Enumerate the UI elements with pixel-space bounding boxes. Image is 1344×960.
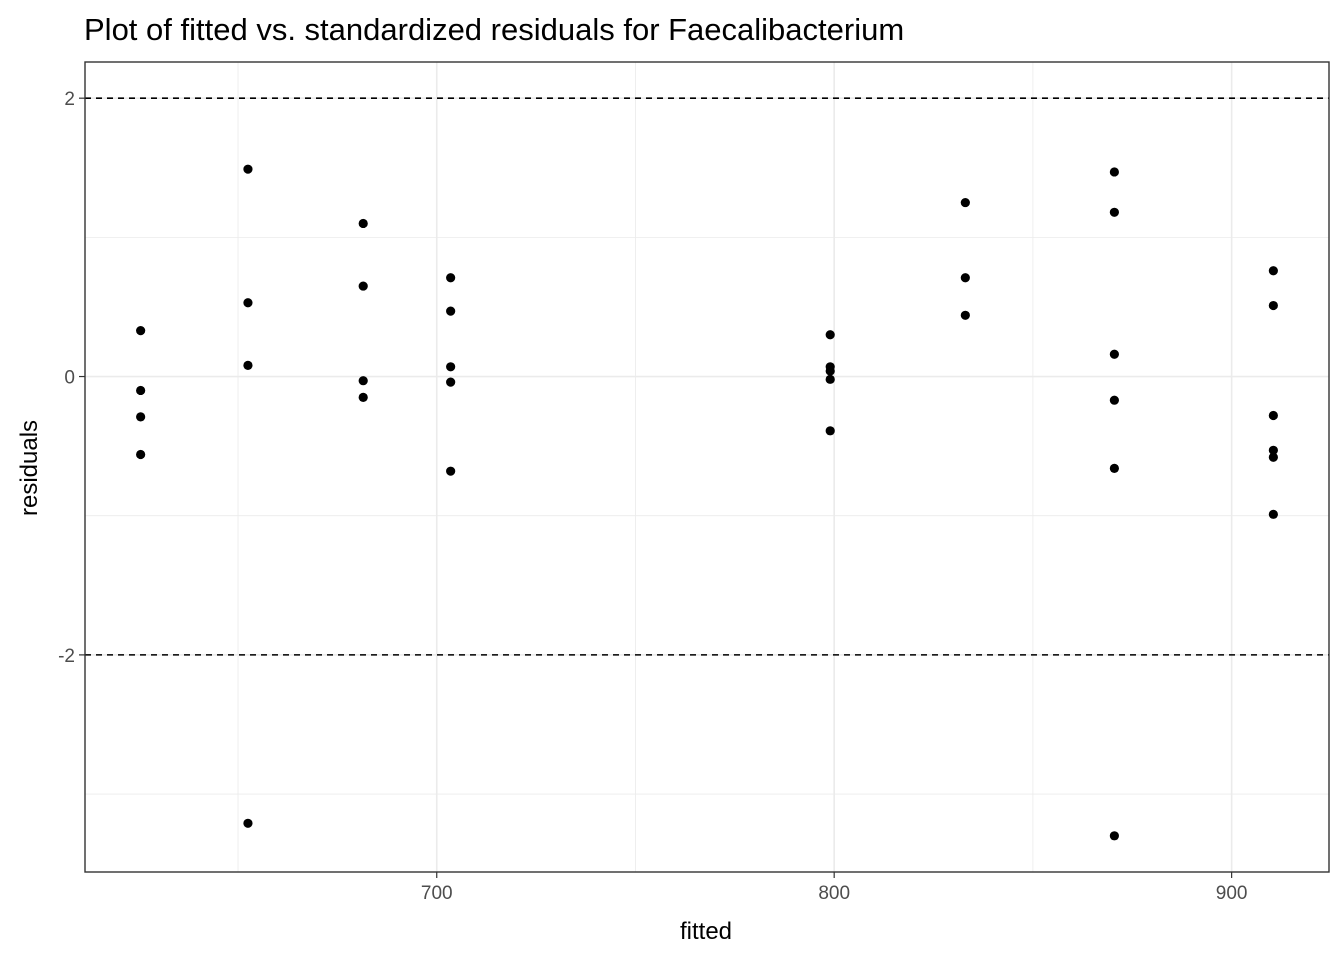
panel-border bbox=[84, 61, 1330, 873]
data-point bbox=[1109, 207, 1119, 217]
chart-title: Plot of fitted vs. standardized residual… bbox=[84, 12, 904, 47]
data-point bbox=[243, 298, 253, 308]
data-point bbox=[1268, 509, 1278, 519]
data-point bbox=[243, 360, 253, 371]
data-point bbox=[358, 376, 368, 386]
data-point bbox=[1268, 410, 1278, 421]
y-tick-label: -2 bbox=[58, 646, 75, 667]
data-point bbox=[136, 449, 146, 460]
data-point bbox=[825, 366, 835, 376]
data-point bbox=[960, 310, 970, 320]
data-point bbox=[136, 326, 146, 336]
data-point bbox=[446, 466, 456, 476]
data-point bbox=[1109, 349, 1119, 359]
data-point bbox=[825, 330, 835, 340]
data-point bbox=[1109, 167, 1119, 177]
data-point bbox=[358, 281, 368, 291]
x-tick-label: 800 bbox=[818, 883, 850, 904]
x-tick-label: 700 bbox=[421, 883, 453, 904]
reference-lines bbox=[85, 97, 1329, 656]
x-axis: 700 800 900 bbox=[421, 872, 1248, 904]
data-point bbox=[960, 273, 970, 283]
x-axis-title: fitted bbox=[680, 918, 732, 945]
panel-border-rect bbox=[84, 61, 1330, 873]
data-point bbox=[243, 164, 253, 174]
data-point bbox=[446, 306, 456, 316]
data-point bbox=[446, 362, 456, 372]
data-point bbox=[358, 392, 368, 403]
data-point bbox=[825, 426, 835, 436]
data-point bbox=[1109, 395, 1119, 405]
y-axis-title: residuals bbox=[16, 420, 43, 516]
y-tick-label: 2 bbox=[64, 89, 75, 110]
data-point bbox=[446, 273, 456, 283]
panel-background bbox=[85, 62, 1329, 872]
data-point bbox=[1268, 445, 1278, 455]
data-point bbox=[358, 218, 368, 229]
y-tick-label: 0 bbox=[64, 368, 75, 389]
plot-panel bbox=[85, 62, 1329, 872]
data-point bbox=[243, 818, 253, 828]
data-point bbox=[1268, 300, 1278, 311]
data-point bbox=[1109, 463, 1119, 473]
data-point bbox=[1268, 266, 1278, 276]
data-point bbox=[960, 197, 970, 208]
data-point bbox=[446, 377, 456, 387]
data-point bbox=[136, 385, 146, 396]
data-points bbox=[136, 164, 1278, 841]
data-point bbox=[825, 374, 835, 384]
data-point bbox=[1268, 452, 1278, 462]
y-axis: 2 0 -2 bbox=[58, 89, 85, 667]
data-point bbox=[136, 412, 146, 422]
data-point bbox=[1109, 831, 1119, 841]
x-tick-label: 900 bbox=[1216, 883, 1248, 904]
